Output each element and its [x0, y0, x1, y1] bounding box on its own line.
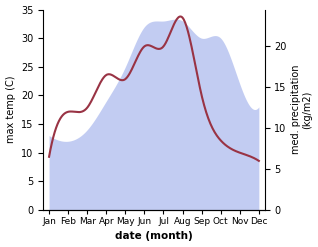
- Y-axis label: med. precipitation
(kg/m2): med. precipitation (kg/m2): [291, 65, 313, 155]
- X-axis label: date (month): date (month): [115, 231, 193, 242]
- Y-axis label: max temp (C): max temp (C): [5, 76, 16, 144]
